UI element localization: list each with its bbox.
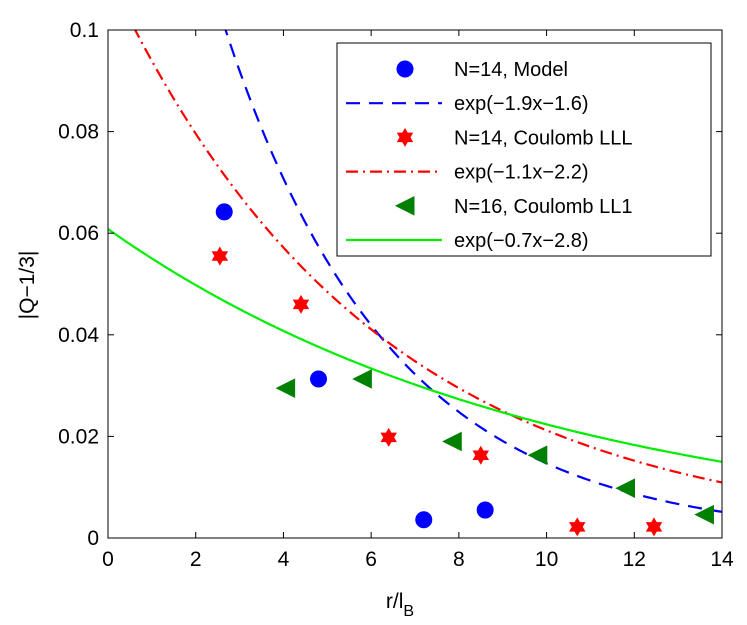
x-axis-title-main: r/l	[386, 590, 404, 613]
data-point	[211, 246, 229, 266]
y-tick-label: 0.04	[58, 324, 99, 347]
y-tick-label: 0	[87, 527, 99, 550]
y-axis-title: |Q−1/3|	[16, 251, 39, 320]
x-tick-label: 6	[365, 548, 377, 571]
data-point	[569, 517, 586, 537]
x-tick-label: 12	[623, 548, 646, 571]
y-tick-label: 0.1	[70, 19, 99, 42]
y-tick-label: 0.02	[58, 425, 99, 448]
fit-curve	[108, 228, 722, 463]
x-tick-label: 4	[278, 548, 290, 571]
y-tick-label: 0.08	[58, 121, 99, 144]
data-point	[415, 511, 433, 529]
data-point	[215, 203, 233, 221]
x-tick-label: 0	[102, 548, 114, 571]
data-point	[615, 478, 636, 499]
data-point	[694, 504, 714, 525]
data-point	[380, 427, 397, 447]
data-point	[476, 501, 494, 519]
x-tick-label: 14	[710, 548, 734, 571]
legend: N=14, Model exp(−1.9x−1.6) N=14, Coulomb L…	[336, 42, 712, 257]
data-point	[472, 445, 490, 465]
data-point	[527, 445, 548, 466]
x-tick-label: 2	[190, 548, 202, 571]
legend-label: exp(−1.1x−2.2)	[454, 162, 589, 184]
fit-curve	[133, 30, 722, 484]
legend-label: exp(−0.7x−2.8)	[454, 230, 589, 252]
legend-label: N=14, Coulomb LLL	[454, 127, 632, 149]
y-tick-label: 0.06	[58, 222, 99, 245]
legend-label: N=16, Coulomb LL1	[454, 196, 632, 218]
data-point	[645, 517, 663, 537]
plot-frame	[107, 29, 723, 539]
data-point	[352, 369, 372, 389]
legend-box	[336, 42, 712, 257]
data-point	[275, 378, 296, 398]
legend-label: N=14, Model	[454, 59, 568, 81]
legend-marker	[394, 195, 415, 216]
legend-marker	[396, 127, 414, 147]
data-point	[292, 294, 310, 314]
data-point	[310, 370, 328, 388]
legend-label: exp(−1.9x−1.6)	[454, 93, 589, 115]
x-axis-title: r/lB	[386, 590, 414, 620]
data-point	[442, 431, 462, 452]
x-tick-label: 10	[535, 548, 558, 571]
x-tick-label: 8	[453, 548, 465, 571]
legend-marker	[396, 60, 414, 78]
x-axis-title-subscript: B	[403, 603, 414, 620]
